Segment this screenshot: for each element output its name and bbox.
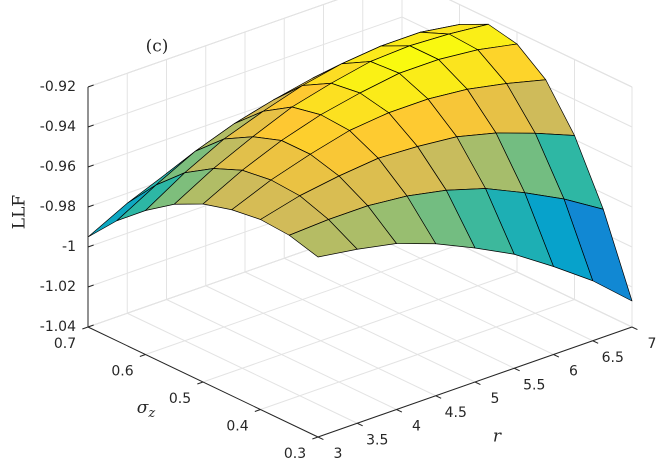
x-tick-label: 7 (648, 336, 657, 352)
x-tick-label: 4.5 (445, 405, 467, 421)
tick-mark (435, 395, 442, 399)
y-tick-label: 0.6 (111, 364, 133, 380)
tick-mark (631, 326, 638, 331)
tick-mark (87, 164, 94, 168)
grid-line (202, 271, 518, 383)
tick-mark (87, 84, 94, 88)
tick-mark (317, 436, 324, 441)
x-tick-label: 6.5 (602, 350, 624, 366)
y-tick-label: 0.7 (54, 336, 76, 352)
grid-line (145, 244, 460, 355)
z-tick-label: -0.94 (40, 119, 76, 135)
y-tick-label: 0.5 (169, 391, 191, 407)
x-tick-label: 3 (334, 446, 343, 462)
grid-line (87, 16, 403, 128)
tick-mark (197, 381, 204, 385)
grid-line (448, 0, 633, 88)
y-tick-label: 0.3 (284, 446, 306, 462)
x-tick-label: 6 (569, 364, 578, 380)
z-tick-label: -0.92 (40, 79, 76, 95)
y-tick-label: 0.4 (226, 419, 248, 435)
tick-mark (474, 381, 481, 386)
z-tick-label: -1.02 (40, 279, 76, 295)
x-tick-label: 5 (491, 391, 500, 407)
tick-mark (87, 244, 94, 248)
z-tick-label: -0.96 (40, 159, 76, 175)
y-axis-label: σz (137, 398, 156, 421)
tick-mark (87, 324, 94, 328)
x-tick-label: 4 (412, 419, 421, 435)
tick-mark (87, 284, 94, 288)
z-axis-label: LLF (10, 195, 30, 230)
tick-mark (254, 409, 261, 412)
tick-mark (357, 422, 363, 427)
tick-mark (514, 367, 520, 372)
tick-mark (139, 354, 146, 357)
tick-mark (312, 436, 319, 440)
y-axis-line (87, 326, 319, 438)
annotation: (c) (146, 37, 169, 57)
z-tick-label: -1.04 (40, 319, 76, 335)
x-axis-line (317, 326, 633, 438)
tick-mark (82, 326, 89, 330)
z-tick-label: -0.98 (40, 199, 76, 215)
z-tick-label: -1 (62, 239, 76, 255)
tick-mark (87, 204, 94, 208)
x-tick-label: 5.5 (523, 377, 545, 393)
tick-mark (87, 124, 94, 128)
axes: 3 3.5 4 4.5 5 5.5 6 6.5 7 0.3 0.4 0.5 0.6 0.7-1.04 -1.… (40, 79, 657, 462)
tick-mark (396, 409, 403, 413)
x-tick-label: 3.5 (366, 432, 388, 448)
surface-face (288, 219, 358, 258)
surface (87, 23, 633, 302)
tick-mark (553, 354, 560, 358)
grid-line (260, 299, 575, 410)
x-axis-label: r (493, 427, 502, 447)
tick-mark (592, 340, 599, 344)
grid-line (87, 0, 338, 88)
